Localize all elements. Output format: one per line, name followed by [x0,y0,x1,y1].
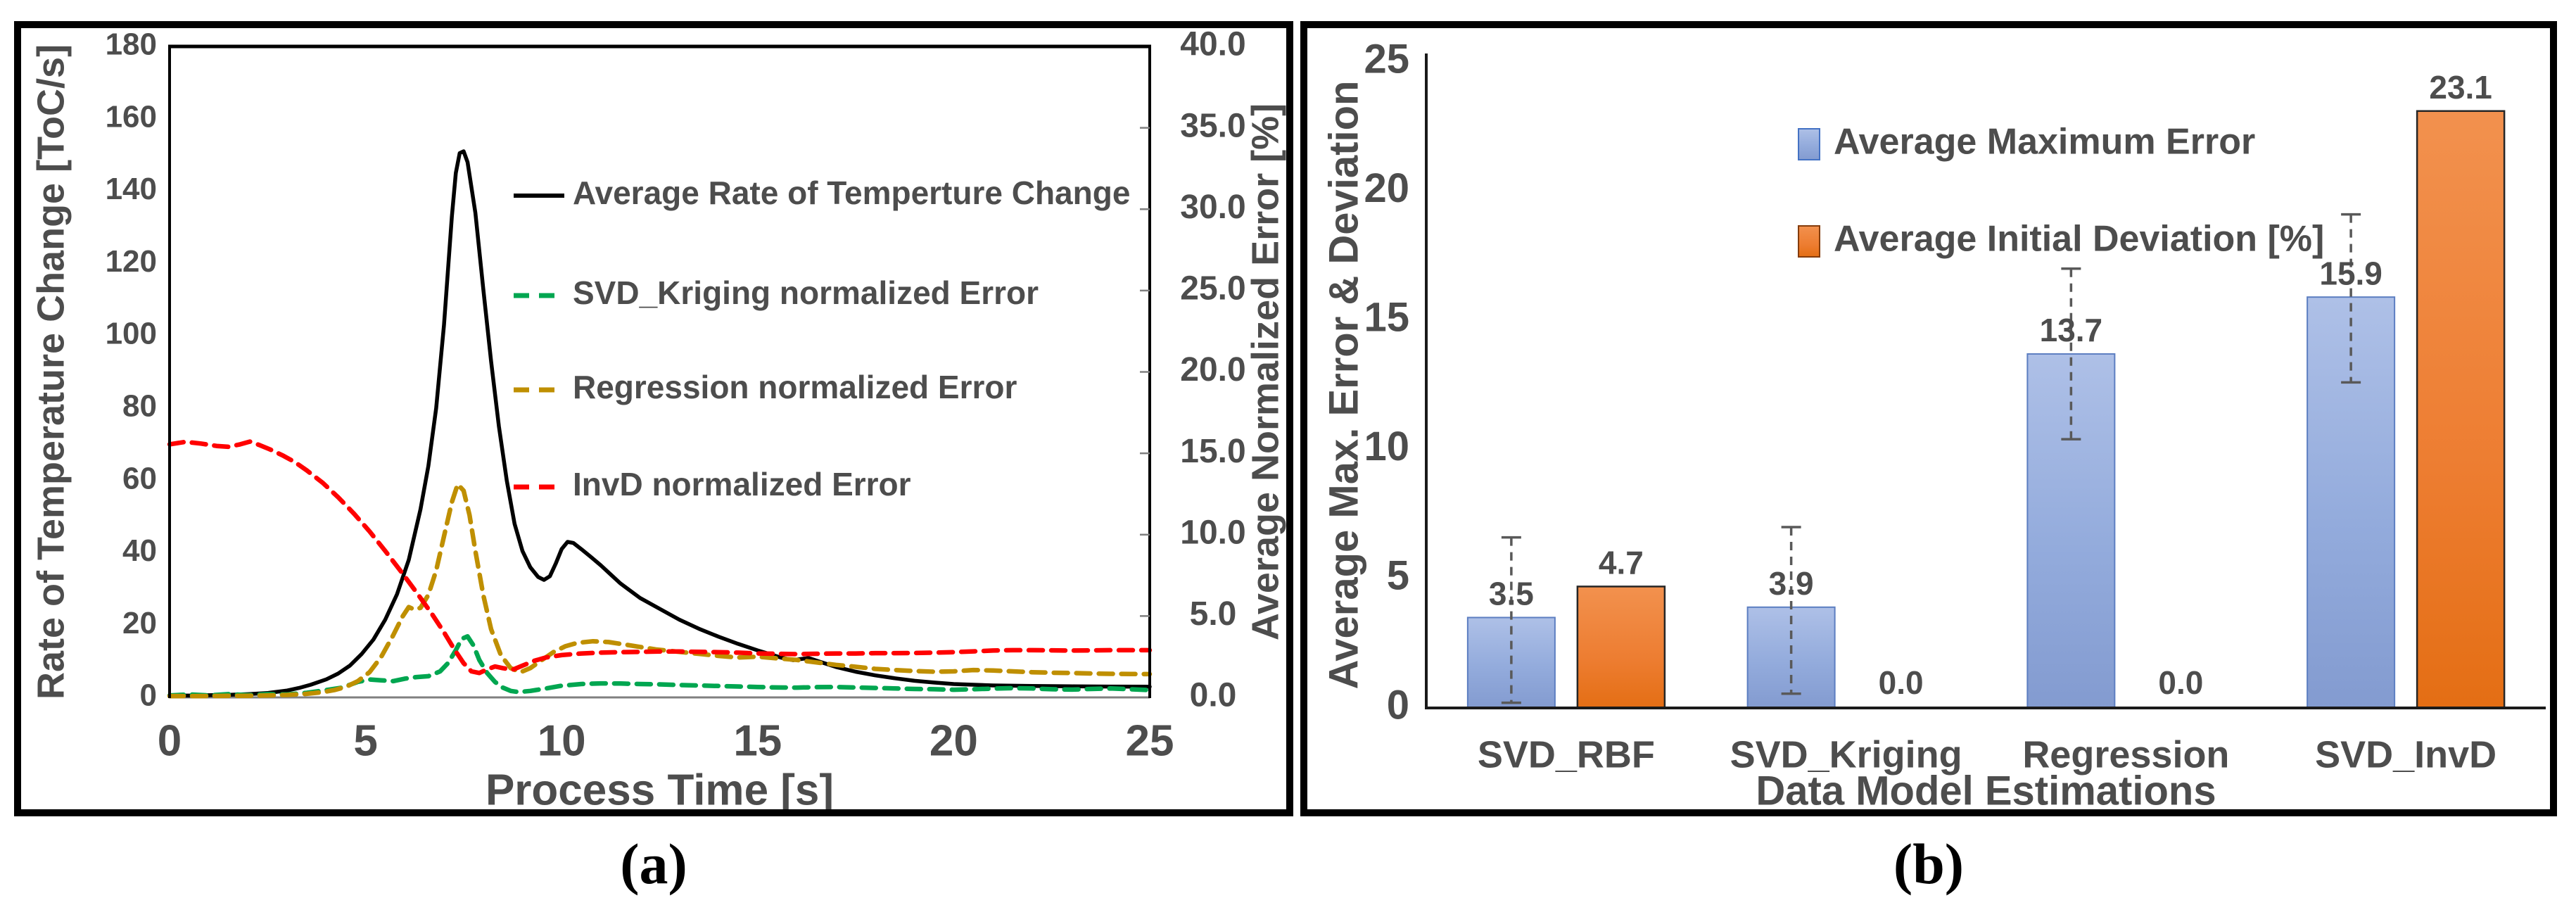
y-right-tick-label: 30.0 [1180,189,1245,226]
x-tick-label: 10 [538,716,586,765]
y-left-tick-label: 180 [106,28,157,62]
value-label-orange-SVD_InvD: 23.1 [2429,69,2492,106]
panel-b: 3.5 4.7 SVD_RBF 3.9 0.0 SVD_Kriging 13.7 0.0 Reg… [1300,21,2557,816]
x-tick-label: 5 [353,716,377,765]
bar-avg-max-error-Regression [2026,353,2116,709]
x-tick-label: 20 [929,716,978,765]
y-right-tick-label: 5.0 [1190,595,1237,633]
y-tick-label: 15 [1364,295,1409,341]
category-label-SVD_Kriging: SVD_Kriging [1730,733,1962,776]
legend-label-2: Regression normalized Error [573,369,1017,405]
legend-swatch-0 [1798,128,1820,160]
y-tick-label: 5 [1387,553,1409,599]
value-label-blue-SVD_RBF: 3.5 [1489,576,1534,612]
y-left-tick-label: 160 [106,99,157,134]
bar-avg-max-error-SVD_InvD [2307,296,2396,709]
value-label-blue-SVD_InvD: 15.9 [2319,255,2383,291]
category-label-SVD_InvD: SVD_InvD [2315,733,2496,776]
y-tick-label: 0 [1387,682,1409,728]
value-label-blue-SVD_Kriging: 3.9 [1769,565,1814,602]
legend-label-1: Average Initial Deviation [%] [1834,219,2324,260]
category-label-SVD_RBF: SVD_RBF [1478,733,1655,776]
y-right-tick-label: 35.0 [1180,107,1245,144]
value-label-blue-Regression: 13.7 [2040,312,2103,348]
y-left-tick-label: 100 [106,317,157,351]
category-label-Regression: Regression [2022,733,2229,776]
y-left-tick-label: 80 [122,389,157,424]
y-right-tick-label: 10.0 [1180,514,1245,551]
legend-label-0: Average Rate of Temperture Change [573,175,1130,211]
line-series-3 [167,439,1153,676]
line-chart: 0204060801001201401601800.05.010.015.020… [30,28,1286,809]
line-series-2 [167,481,1153,699]
x-tick-label: 15 [733,716,782,765]
legend-label-0: Average Maximum Error [1834,122,2255,163]
y-left-tick-label: 40 [122,533,157,568]
y-right-tick-label: 40.0 [1180,28,1245,63]
y-right-tick-label: 0.0 [1190,677,1237,714]
legend-label-1: SVD_Kriging normalized Error [573,274,1039,311]
y-right-tick-label: 25.0 [1180,270,1245,308]
bar-avg-initial-deviation-SVD_InvD [2416,110,2506,709]
y-right-tick-label: 20.0 [1180,351,1245,388]
legend-label-3: InvD normalized Error [573,466,911,502]
y-left-tick-label: 140 [106,172,157,206]
value-label-orange-SVD_Kriging: 0.0 [1879,664,1924,701]
value-label-orange-SVD_RBF: 4.7 [1599,545,1644,581]
y-left-tick-label: 20 [122,606,157,640]
line-series-1 [167,634,1153,698]
bar-chart: 3.5 4.7 SVD_RBF 3.9 0.0 SVD_Kriging 13.7 0.0 Reg… [1321,36,2546,809]
bar-avg-initial-deviation-SVD_RBF [1576,586,1666,709]
y-left-axis-title: Rate of Temperature Change [ToC/s] [30,44,72,700]
line-series-0 [167,149,1152,698]
y-right-axis-title: Average Normalized Error [%] [1244,103,1286,640]
y-axis-title: Average Max. Error & Deviation [1321,81,1366,690]
y-tick-label: 25 [1364,36,1409,82]
legend-swatch-1 [1798,225,1820,258]
y-tick-label: 10 [1364,424,1409,469]
y-left-tick-label: 60 [122,461,157,495]
panel-a: 0 20 40 60 80 100 120 140 160 180 0.0 5.0 10.0 15.0 20… [14,21,1293,816]
x-tick-label: 0 [158,716,182,765]
caption-b: (b) [1893,832,1965,896]
x-axis-title: Data Model Estimations [1756,768,2216,809]
y-right-tick-label: 15.0 [1180,433,1245,470]
y-left-tick-label: 120 [106,244,157,279]
caption-a: (a) [620,832,687,896]
value-label-orange-Regression: 0.0 [2158,664,2203,701]
y-left-tick-label: 0 [140,678,157,713]
x-axis-title: Process Time [s] [486,766,834,809]
y-tick-label: 20 [1364,165,1409,211]
x-tick-label: 25 [1126,716,1174,765]
